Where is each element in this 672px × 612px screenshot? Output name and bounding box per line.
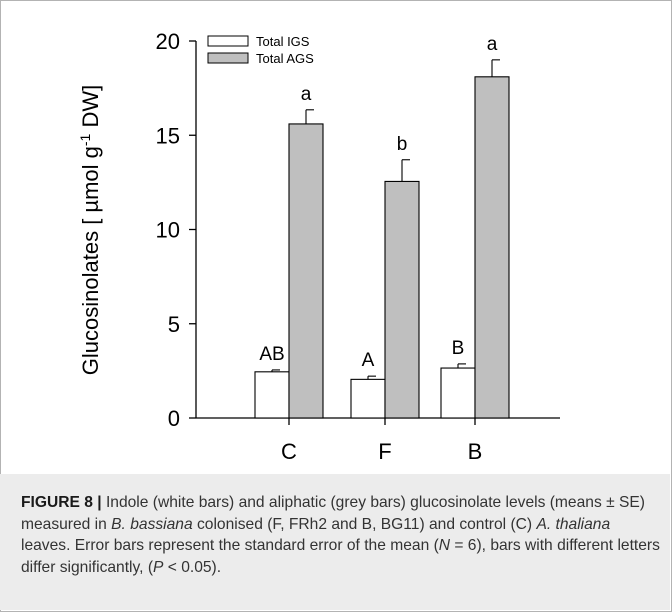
bar-B-ags	[474, 76, 510, 419]
caption-text-5: < 0.05).	[163, 558, 222, 576]
figure-caption: FIGURE 8 | Indole (white bars) and aliph…	[21, 492, 661, 578]
significance-letter: b	[397, 134, 408, 155]
x-tick-label: B	[468, 439, 483, 464]
chart-axes: 0 5 10 15 20 C F B	[156, 29, 560, 464]
x-tick-label: F	[378, 439, 391, 464]
bar-B-igs	[440, 367, 476, 419]
figure-label: FIGURE 8 |	[21, 494, 102, 511]
y-axis-label: Glucosinolates [ µmol g-1 DW]	[77, 85, 103, 375]
y-axis-label-unit: DW]	[78, 85, 103, 134]
legend-label: Total IGS	[256, 34, 310, 49]
y-tick-label: 0	[168, 406, 180, 431]
legend-swatch	[207, 52, 249, 64]
caption-n-symbol: N	[438, 537, 451, 554]
chart-bars: AB a Ab Ba	[254, 34, 510, 419]
y-tick-label: 5	[168, 312, 180, 337]
caption-text-2: colonised (F, FRh2 and B, BG11) and cont…	[192, 515, 537, 533]
chart-legend: Total IGS Total AGS	[207, 34, 314, 66]
caption-text-1: Indole (white bars) and aliphatic (grey …	[21, 494, 645, 533]
caption-p-symbol: P	[153, 558, 164, 576]
significance-letter: B	[452, 338, 465, 359]
bar-C-ags	[288, 123, 324, 419]
bar-C-igs	[254, 371, 290, 419]
legend-label: Total AGS	[256, 51, 314, 66]
legend-swatch	[207, 35, 249, 47]
caption-text-4: = 6), bars with different letters differ…	[21, 537, 660, 576]
caption-text-3: leaves. Error bars represent the standar…	[21, 537, 439, 554]
x-tick-label: C	[281, 439, 297, 464]
bar-F-igs	[350, 378, 386, 419]
y-tick-label: 15	[156, 123, 180, 148]
y-tick-label: 10	[156, 218, 180, 243]
significance-letter: A	[362, 350, 375, 371]
significance-letter: a	[487, 34, 498, 55]
caption-species-1: B. bassiana	[111, 515, 193, 533]
significance-letter: a	[301, 84, 312, 105]
y-axis-label-main: Glucosinolates [ µmol g	[78, 146, 103, 375]
significance-letter: AB	[259, 344, 284, 365]
y-tick-label: 20	[156, 29, 180, 54]
bar-chart: 0 5 10 15 20 C F B AB a Ab Ba Total IGS Total AGS G…	[77, 29, 560, 464]
caption-panel	[0, 474, 670, 610]
bar-F-ags	[384, 180, 420, 419]
caption-species-2: A. thaliana	[536, 515, 611, 533]
y-axis-label-superscript: -1	[77, 133, 93, 146]
